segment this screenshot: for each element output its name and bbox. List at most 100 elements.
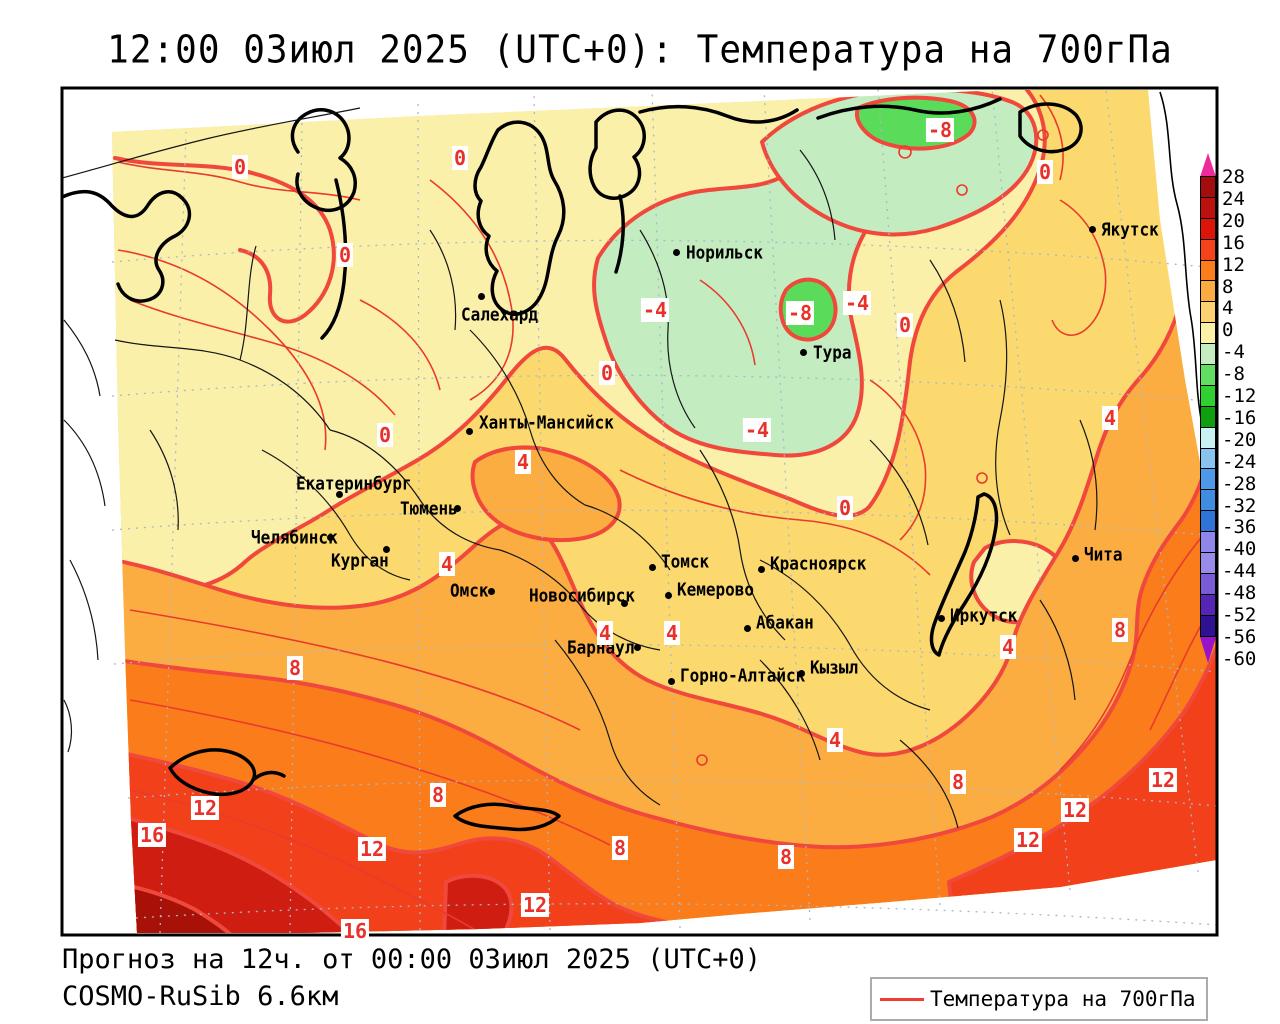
city-dot-Екатеринбург — [336, 491, 343, 498]
contour-label-12: 12 — [1148, 768, 1178, 792]
colorbar-tick--32: -32 — [1222, 494, 1257, 517]
arctic-coast-a — [638, 104, 799, 124]
contour-label--4: -4 — [842, 291, 872, 315]
yenisei-gulf — [588, 108, 646, 200]
colorbar-segment-28-24 — [1200, 176, 1216, 198]
contour-label--8: -8 — [785, 301, 815, 325]
city-dot-Красноярск — [758, 566, 765, 573]
colorbar-segment-0--4 — [1200, 322, 1216, 345]
colorbar-segment-4-0 — [1200, 301, 1216, 324]
contour-label-8: 8 — [1111, 618, 1129, 642]
legend-label: Температура на 700гПа — [930, 987, 1196, 1011]
lake-baikal — [929, 492, 999, 657]
city-dot-Кемерово — [665, 592, 672, 599]
city-label-Кызыл: Кызыл — [810, 657, 859, 678]
city-dot-Ханты-Мансийск — [466, 428, 473, 435]
lake-zaysan — [453, 802, 561, 832]
contour-label-4: 4 — [999, 635, 1017, 659]
admin-boundaries — [62, 107, 1098, 829]
model-text: COSMO-RuSib 6.6км — [62, 981, 339, 1012]
city-label-Новосибирск: Новосибирск — [529, 585, 635, 606]
city-label-Чита: Чита — [1084, 544, 1123, 565]
colorbar-segment--52--56 — [1200, 593, 1216, 616]
colorbar-segment--40--44 — [1200, 531, 1216, 554]
city-label-Якутск: Якутск — [1101, 219, 1159, 240]
colorbar-segment--8--12 — [1200, 364, 1216, 386]
forecast-text: Прогноз на 12ч. от 00:00 03июл 2025 (UTC… — [62, 944, 761, 975]
colorbar-tick--12: -12 — [1222, 385, 1257, 407]
arctic-island — [1018, 102, 1083, 154]
colorbar-tick--60: -60 — [1222, 647, 1257, 670]
colorbar-tick--36: -36 — [1222, 516, 1257, 539]
colorbar-segment--44--48 — [1200, 552, 1216, 574]
colorbar-tick--52: -52 — [1222, 604, 1257, 626]
contour-label-0: 0 — [376, 423, 394, 447]
colorbar-tick--16: -16 — [1222, 406, 1257, 429]
graticule — [111, 88, 1217, 934]
city-dot-Абакан — [744, 625, 751, 632]
lake-balkhash-east — [251, 770, 286, 782]
contour-label-0: 0 — [231, 155, 249, 179]
city-label-Екатеринбург: Екатеринбург — [296, 473, 412, 494]
colorbar-segment--20--24 — [1200, 426, 1216, 449]
contour-label-16: 16 — [137, 823, 167, 847]
legend-line-sample — [880, 997, 924, 1001]
city-dot-Якутск — [1089, 226, 1096, 233]
contour-label-8: 8 — [286, 656, 304, 680]
contour-label-8: 8 — [429, 783, 447, 807]
taz-estuary — [473, 120, 566, 316]
colorbar-segment-12-8 — [1200, 259, 1216, 282]
colorbar-tick--40: -40 — [1222, 538, 1257, 561]
city-dot-Салехард — [478, 293, 485, 300]
city-label-Красноярск: Красноярск — [770, 553, 867, 574]
contour-label-8: 8 — [777, 845, 795, 869]
city-label-Салехард: Салехард — [461, 304, 539, 325]
city-label-Тура: Тура — [813, 342, 852, 363]
city-dot-Новосибирск — [621, 600, 628, 607]
colorbar-tick-20: 20 — [1222, 209, 1245, 232]
city-dot-Тура — [800, 349, 807, 356]
contour-label-0: 0 — [598, 361, 616, 385]
colorbar-tick--20: -20 — [1222, 428, 1257, 451]
colorbar-segment-16-12 — [1200, 238, 1216, 261]
city-dot-Кызыл — [798, 670, 805, 677]
yamal-coast — [290, 108, 357, 213]
band-12-16-southeast — [947, 643, 1216, 933]
city-label-Челябинск: Челябинск — [251, 527, 338, 548]
colorbar-tick--24: -24 — [1222, 450, 1257, 473]
ob-estuary — [320, 178, 348, 340]
contour-label-4: 4 — [826, 728, 844, 752]
colorbar-segment--48--52 — [1200, 572, 1216, 595]
contour-label-4: 4 — [596, 621, 614, 645]
contour-label-8: 8 — [611, 836, 629, 860]
city-label-Омск: Омск — [450, 580, 489, 601]
colorbar-arrow-up — [1200, 153, 1216, 177]
map-frame — [60, 86, 1219, 937]
colorbar-tick-24: 24 — [1222, 187, 1245, 210]
contour-label-4: 4 — [514, 450, 532, 474]
white-sea-coast — [62, 189, 192, 303]
temperature-colorbar: 28 24 20 16 12 8 4 0 -4 -8 -12 -16 -20 -24 -28 -32 -36 -4… — [1200, 153, 1256, 670]
colorbar-tick--28: -28 — [1222, 472, 1257, 495]
arctic-coast-b — [816, 97, 1002, 120]
contour-label-4: 4 — [1101, 406, 1119, 430]
yenisei-river — [614, 194, 625, 274]
colorbar-tick-28: 28 — [1222, 166, 1245, 188]
colorbar-tick-8: 8 — [1222, 275, 1234, 298]
colorbar-tick--8: -8 — [1222, 363, 1245, 386]
city-dot-Чита — [1072, 555, 1079, 562]
contour-label-12: 12 — [357, 837, 387, 861]
city-label-Курган: Курган — [331, 550, 389, 571]
contour-label--4: -4 — [742, 418, 772, 442]
city-label-Тюмень: Тюмень — [400, 498, 458, 519]
city-label-Томск: Томск — [661, 551, 710, 572]
colorbar-tick-0: 0 — [1222, 319, 1234, 342]
band-minus8-minus4-norilsk — [592, 160, 878, 458]
contour-label-4: 4 — [438, 552, 456, 576]
city-dot-Горно-Алтайск — [668, 678, 675, 685]
contour-label-12: 12 — [1060, 798, 1090, 822]
contour-label--4: -4 — [640, 298, 670, 322]
colorbar-tick-12: 12 — [1222, 253, 1245, 276]
